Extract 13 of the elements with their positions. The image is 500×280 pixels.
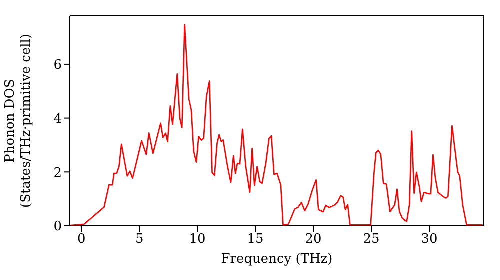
x-tick-label: 15 [247, 232, 264, 248]
x-tick-label: 0 [77, 232, 86, 248]
y-tick-label: 2 [54, 166, 62, 181]
y-tick-label: 0 [54, 220, 62, 235]
y-axis-title: Phonon DOS (States/THz·primitive cell) [3, 34, 34, 208]
x-tick-label: 10 [189, 232, 206, 248]
x-tick-label: 20 [305, 232, 322, 248]
x-axis-title: Frequency (THz) [221, 252, 333, 267]
x-tick-label: 5 [135, 232, 144, 248]
x-tick-label: 30 [421, 232, 438, 248]
x-tick-label: 25 [363, 232, 380, 248]
y-tick-label: 4 [54, 112, 62, 127]
y-tick-label: 6 [54, 58, 62, 74]
